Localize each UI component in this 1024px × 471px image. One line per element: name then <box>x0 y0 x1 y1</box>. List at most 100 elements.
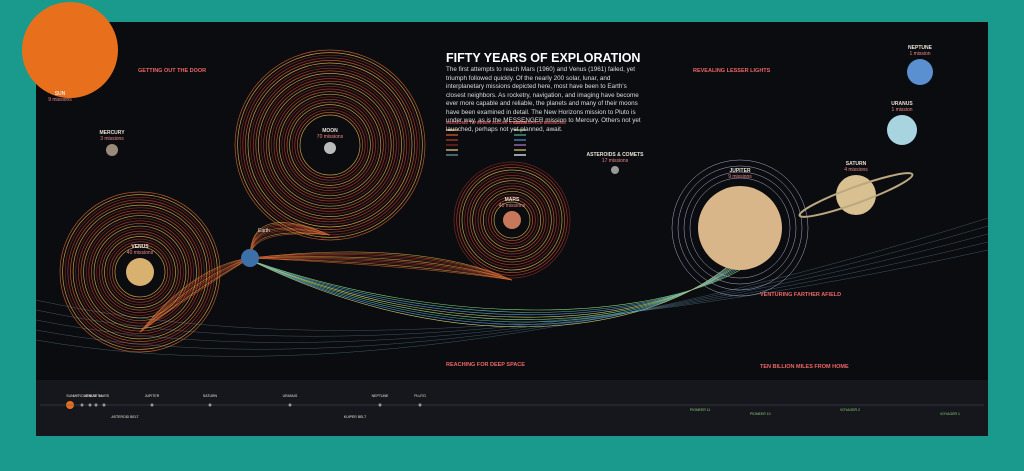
orbit-arc <box>35 249 989 331</box>
body-missions: 9 missions <box>48 97 72 103</box>
scale-label: JUPITER <box>145 394 160 398</box>
scale-label: PLUTO <box>414 394 426 398</box>
trajectory <box>249 255 513 281</box>
mission-orbit <box>281 96 379 194</box>
probe-label: VOYAGER 2 <box>840 408 860 412</box>
scale-label: ASTEROID BELT <box>111 415 139 419</box>
mission-orbit <box>91 223 189 321</box>
trajectory <box>249 257 513 281</box>
section-heading: REVEALING LESSER LIGHTS <box>693 68 771 74</box>
mission-orbit <box>77 209 203 335</box>
trajectory <box>139 257 251 333</box>
body-missions: 70 missions <box>317 134 344 140</box>
scale-label: NEPTUNE <box>372 394 389 398</box>
mission-orbit <box>464 172 560 268</box>
trajectory <box>139 257 251 333</box>
trajectory <box>249 257 513 281</box>
trajectory <box>139 257 251 333</box>
mission-orbit <box>96 228 184 316</box>
probe-label: VOYAGER 1 <box>940 412 960 416</box>
mission-orbit <box>490 198 534 242</box>
section-heading: TEN BILLION MILES FROM HOME <box>760 364 849 370</box>
trajectory <box>139 257 251 333</box>
mission-orbit <box>493 201 531 239</box>
mission-orbit <box>98 230 182 314</box>
mission-orbit <box>64 196 216 348</box>
mission-orbit <box>245 60 415 230</box>
trajectory <box>139 257 251 333</box>
mission-orbit <box>482 190 542 250</box>
scale-label: VENUS <box>84 394 97 398</box>
probe-label: PIONEER 10 <box>750 412 771 416</box>
body-missions: 9 missions <box>728 174 752 180</box>
trajectory <box>249 257 513 281</box>
body <box>907 59 933 85</box>
trajectory <box>139 257 251 333</box>
mission-orbit <box>106 238 174 306</box>
mission-orbit <box>85 217 195 327</box>
body-missions: 1 mission <box>909 51 930 57</box>
trajectory <box>249 252 513 281</box>
mission-orbit <box>263 78 397 212</box>
body <box>106 144 118 156</box>
earth-label: Earth <box>258 228 270 234</box>
mission-orbit <box>247 62 413 228</box>
legend-deep: DEEP SPACE MISSIONS <box>514 120 566 125</box>
trajectory <box>249 257 513 281</box>
mission-orbit <box>70 202 210 342</box>
mission-orbit <box>297 112 363 178</box>
scale-label: SATURN <box>203 394 218 398</box>
body <box>611 166 619 174</box>
body <box>22 2 118 98</box>
earth <box>241 249 259 267</box>
mission-orbit <box>477 185 547 255</box>
mission-orbit <box>62 194 218 350</box>
body-name: SUN <box>55 91 66 97</box>
mission-orbit <box>234 49 426 241</box>
mission-orbit <box>104 236 176 308</box>
mission-orbit <box>250 65 410 225</box>
section-heading: VENTURING FARTHER AFIELD <box>760 292 841 298</box>
scale-label: MERCURY <box>73 394 91 398</box>
legend-inner: MISSIONS TO INNER SOLAR SYSTEM <box>446 120 528 125</box>
mission-orbit <box>112 244 168 300</box>
probe-label: PIONEER 11 <box>690 408 710 412</box>
mission-orbit <box>276 91 384 199</box>
deep-trajectory <box>249 255 741 328</box>
body-name: NEPTUNE <box>908 45 933 51</box>
body-name: MOON <box>322 128 338 134</box>
orbit-arc <box>35 233 989 343</box>
orbit-arc <box>35 225 989 350</box>
body-missions: 17 missions <box>602 158 629 164</box>
scale-label: EARTH <box>90 394 102 398</box>
body <box>503 211 521 229</box>
body <box>698 186 782 270</box>
mission-orbit <box>458 166 566 274</box>
mission-orbit <box>80 212 200 332</box>
jupiter-orbit <box>689 177 791 279</box>
body-name: SATURN <box>846 161 867 167</box>
scale-label: URANUS <box>283 394 298 398</box>
body-missions: 3 missions <box>100 136 124 142</box>
mission-orbit <box>466 174 558 266</box>
trajectory <box>249 257 513 281</box>
mission-orbit <box>72 204 208 340</box>
scale-strip <box>36 380 988 436</box>
scale-label: KUIPER BELT <box>344 415 367 419</box>
mission-orbit <box>469 177 555 263</box>
mission-orbit <box>286 101 374 189</box>
mission-orbit <box>260 75 400 215</box>
mission-orbit <box>252 67 408 223</box>
saturn-rings <box>798 172 914 218</box>
body <box>324 142 336 154</box>
section-heading: REACHING FOR DEEP SPACE <box>446 362 525 368</box>
orbit-arc <box>35 241 989 337</box>
orbit-arc <box>35 217 989 357</box>
mission-orbit <box>488 196 536 244</box>
mission-orbit <box>268 83 392 207</box>
body-missions: 1 mission <box>891 107 912 113</box>
body-name: URANUS <box>891 101 913 107</box>
mission-orbit <box>242 57 418 233</box>
mission-orbit <box>299 114 361 176</box>
